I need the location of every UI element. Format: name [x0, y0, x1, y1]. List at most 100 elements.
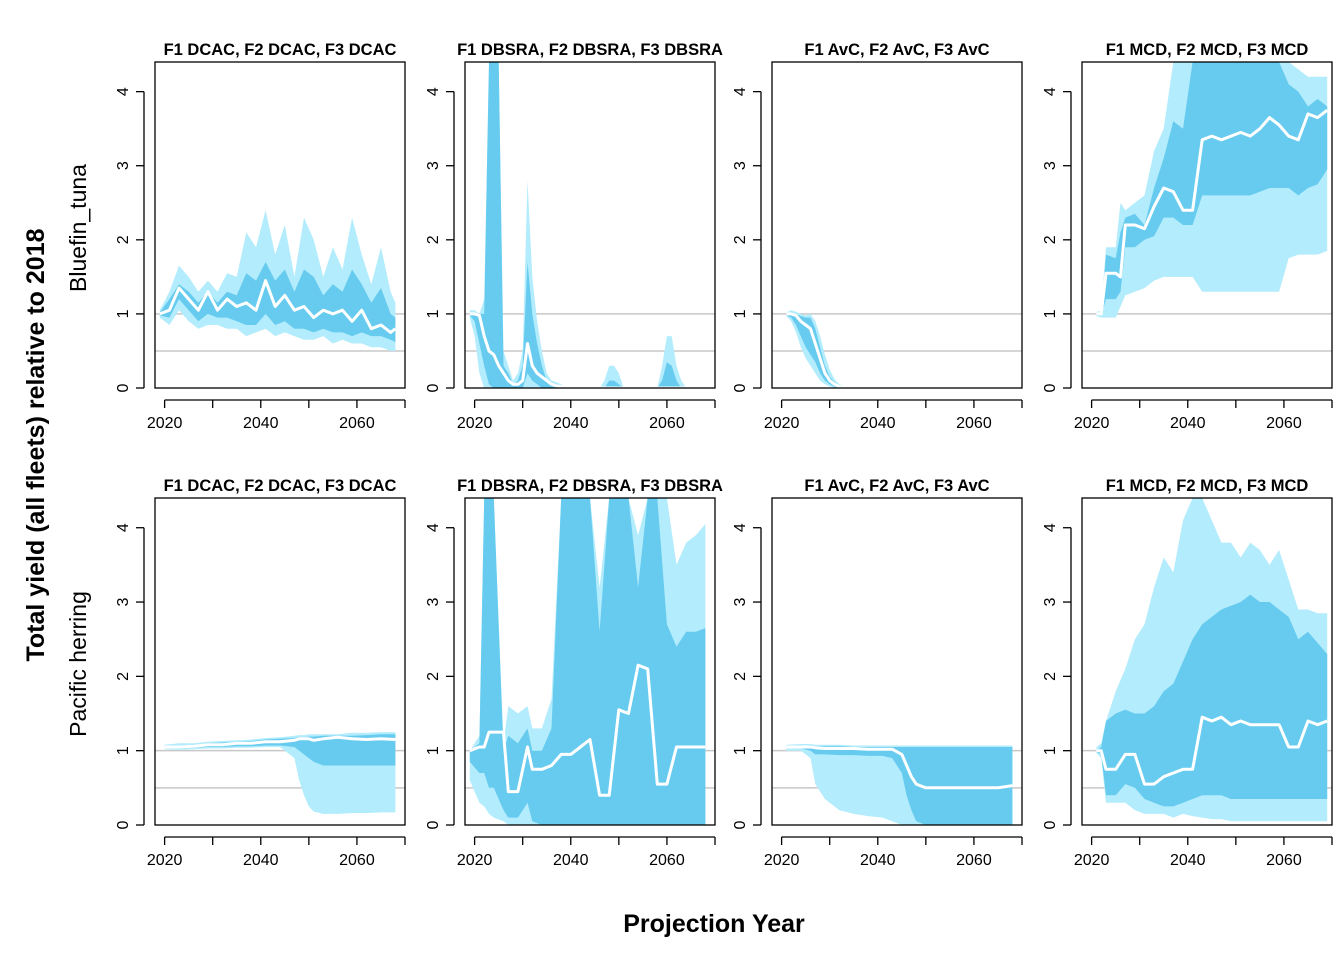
- y-tick-label: 0: [732, 383, 749, 392]
- panel-0: F1 DCAC, F2 DCAC, F3 DCAC 0 1 2 3 4 2020 2040 20…: [115, 41, 406, 432]
- median-line: [786, 312, 849, 388]
- plot-area: [155, 210, 405, 352]
- panel-title: F1 DBSRA, F2 DBSRA, F3 DBSRA: [457, 477, 723, 495]
- plot-frame: [1081, 497, 1333, 826]
- median-line: [786, 745, 1013, 790]
- y-tick-label: 2: [732, 235, 749, 244]
- y-tick-label: 2: [425, 672, 442, 681]
- y-tick-label: 1: [732, 309, 749, 318]
- y-tick-label: 4: [115, 523, 132, 532]
- median-line: [469, 663, 706, 797]
- plot-area: [465, 62, 715, 388]
- y-tick-label: 0: [1042, 820, 1059, 829]
- y-tick-label: 4: [115, 87, 132, 96]
- y-tick-label: 1: [425, 746, 442, 755]
- y-tick-label: 4: [425, 523, 442, 532]
- x-tick-label: 2060: [1266, 852, 1302, 869]
- panel-title: F1 DBSRA, F2 DBSRA, F3 DBSRA: [457, 41, 723, 59]
- y-tick-label: 3: [732, 597, 749, 606]
- y-tick-label: 2: [425, 235, 442, 244]
- panel-title: F1 DCAC, F2 DCAC, F3 DCAC: [164, 477, 397, 495]
- x-tick-label: 2060: [649, 852, 685, 869]
- y-tick-label: 4: [1042, 523, 1059, 532]
- y-tick-label: 2: [732, 672, 749, 681]
- x-tick-label: 2040: [243, 415, 279, 432]
- plot-area: [155, 732, 405, 814]
- plot-frame: [154, 61, 406, 389]
- plot-frame: [771, 497, 1023, 826]
- panel-1: F1 DBSRA, F2 DBSRA, F3 DBSRA 0 1 2 3 4 2020 204…: [425, 41, 723, 432]
- y-tick-label: 0: [115, 383, 132, 392]
- y-tick-label: 3: [425, 161, 442, 170]
- y-tick-label: 1: [425, 309, 442, 318]
- plot-area: [772, 310, 1022, 388]
- inner-band: [469, 498, 706, 825]
- y-axis-title: Total yield (all fleets) relative to 201…: [22, 228, 50, 661]
- y-tick-label: 4: [732, 523, 749, 532]
- panel-title: F1 AvC, F2 AvC, F3 AvC: [804, 477, 989, 495]
- median-line: [469, 312, 687, 388]
- x-tick-label: 2020: [457, 852, 493, 869]
- plot-area: [772, 744, 1022, 825]
- plot-frame: [771, 61, 1023, 389]
- y-tick-label: 2: [1042, 235, 1059, 244]
- inner-band: [786, 745, 1013, 825]
- y-tick-label: 3: [732, 161, 749, 170]
- y-tick-label: 2: [1042, 672, 1059, 681]
- x-tick-label: 2020: [147, 852, 183, 869]
- x-tick-label: 2040: [553, 852, 589, 869]
- plot-area: [1082, 498, 1332, 822]
- panel-4: F1 DCAC, F2 DCAC, F3 DCAC 0 1 2 3 4 2020 2040 20…: [115, 477, 406, 869]
- panel-5: F1 DBSRA, F2 DBSRA, F3 DBSRA 0 1 2 3 4 2020 204…: [425, 477, 723, 869]
- panel-title: F1 DCAC, F2 DCAC, F3 DCAC: [164, 41, 397, 59]
- x-tick-label: 2060: [956, 852, 992, 869]
- panel-2: F1 AvC, F2 AvC, F3 AvC 0 1 2 3 4 2020 2040 2060: [732, 41, 1023, 432]
- median-line: [1096, 109, 1329, 316]
- x-tick-label: 2040: [1170, 852, 1206, 869]
- inner-band: [469, 62, 687, 388]
- y-tick-label: 0: [425, 820, 442, 829]
- panel-title: F1 MCD, F2 MCD, F3 MCD: [1106, 41, 1309, 59]
- y-tick-label: 3: [115, 597, 132, 606]
- inner-band: [1096, 62, 1328, 316]
- y-tick-label: 3: [425, 597, 442, 606]
- plot-frame: [154, 497, 406, 826]
- x-tick-label: 2060: [1266, 415, 1302, 432]
- plot-frame: [1081, 61, 1333, 389]
- panel-title: F1 AvC, F2 AvC, F3 AvC: [804, 41, 989, 59]
- y-tick-label: 2: [115, 672, 132, 681]
- plot-frame: [464, 61, 716, 389]
- x-tick-label: 2040: [860, 415, 896, 432]
- x-tick-label: 2060: [649, 415, 685, 432]
- median-line: [1096, 715, 1328, 786]
- y-tick-label: 2: [115, 235, 132, 244]
- y-tick-label: 3: [1042, 161, 1059, 170]
- y-tick-label: 1: [1042, 746, 1059, 755]
- row-label-bluefin-tuna: Bluefin_tuna: [65, 164, 91, 292]
- panel-6: F1 AvC, F2 AvC, F3 AvC 0 1 2 3 4 2020 2040 2060: [732, 477, 1023, 869]
- plot-area: [1082, 62, 1332, 352]
- y-tick-label: 0: [732, 820, 749, 829]
- x-tick-label: 2020: [1074, 415, 1110, 432]
- y-tick-label: 4: [732, 87, 749, 96]
- x-axis-title: Projection Year: [623, 910, 805, 938]
- x-tick-label: 2020: [764, 852, 800, 869]
- x-tick-label: 2060: [339, 852, 375, 869]
- plot-area: [465, 498, 715, 825]
- x-tick-label: 2020: [1074, 852, 1110, 869]
- inner-band: [164, 734, 396, 766]
- x-tick-label: 2020: [147, 415, 183, 432]
- y-tick-label: 0: [1042, 383, 1059, 392]
- y-tick-label: 0: [425, 383, 442, 392]
- median-line: [164, 735, 396, 749]
- y-tick-label: 1: [1042, 309, 1059, 318]
- y-tick-label: 3: [115, 161, 132, 170]
- y-tick-label: 1: [115, 309, 132, 318]
- x-tick-label: 2020: [764, 415, 800, 432]
- y-tick-label: 0: [115, 820, 132, 829]
- panel-7: F1 MCD, F2 MCD, F3 MCD 0 1 2 3 4 2020 2040 2060: [1042, 477, 1333, 869]
- y-tick-label: 3: [1042, 597, 1059, 606]
- x-tick-label: 2020: [457, 415, 493, 432]
- y-tick-label: 1: [115, 746, 132, 755]
